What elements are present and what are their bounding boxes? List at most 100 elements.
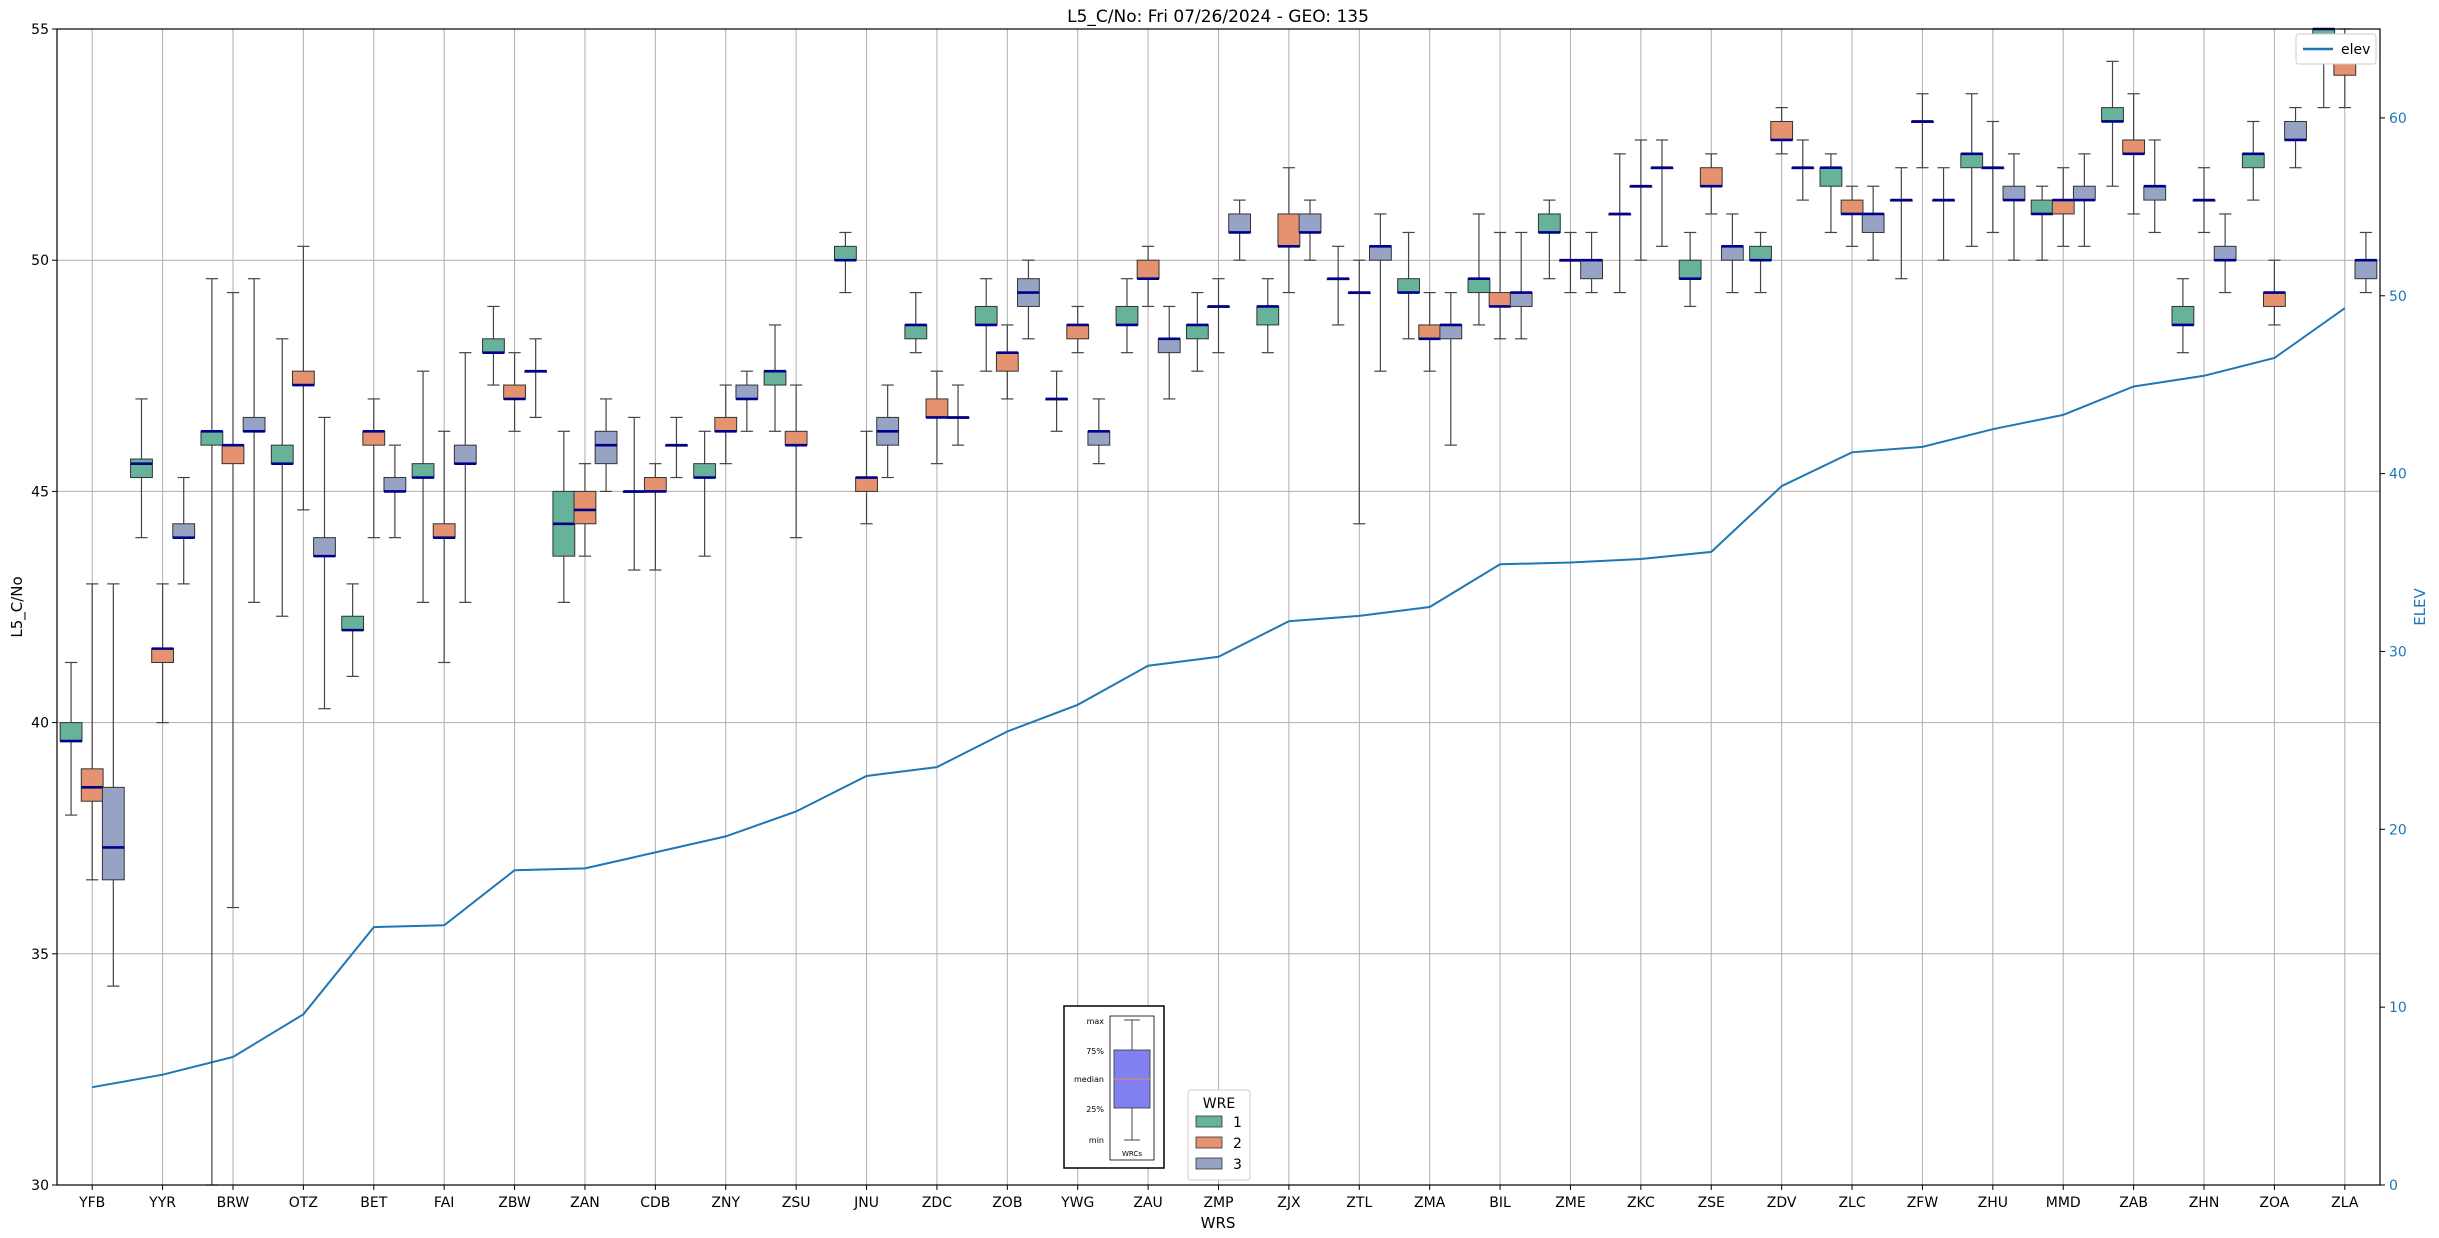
box-iqr [503, 384, 526, 400]
x-tick-label: ZNY [711, 1195, 740, 1211]
box-iqr [482, 338, 505, 354]
x-tick-label: ZOA [2259, 1195, 2289, 1211]
box-iqr [1819, 167, 1843, 187]
x-tick-label: ZDV [1767, 1195, 1797, 1211]
box-iqr [341, 615, 365, 631]
box-iqr [151, 648, 175, 663]
wre-legend-frame [1187, 1089, 1251, 1181]
chart-title: L5_C/No: Fri 07/26/2024 - GEO: 135 [1067, 7, 1369, 27]
box-iqr [1488, 292, 1512, 307]
box-iqr [855, 477, 878, 492]
y2-axis-label: ELEV [2411, 587, 2429, 625]
box-iqr [1439, 324, 1463, 340]
x-tick-label: ZME [1555, 1195, 1586, 1211]
x-tick-label: JNU [853, 1195, 879, 1211]
box-iqr [1840, 199, 1864, 215]
x-tick-label: YWG [1060, 1195, 1094, 1211]
box-iqr [1749, 245, 1772, 261]
wre-legend: WRE 1 2 3 [1187, 1089, 1251, 1181]
y-tick-label: 55 [31, 22, 49, 38]
x-tick-label: ZTL [1346, 1195, 1372, 1211]
box-iqr [411, 463, 435, 479]
box-iqr [1066, 324, 1090, 340]
box-iqr [1185, 324, 1209, 340]
wre-legend-label-1: 1 [1233, 1115, 1242, 1131]
box-key: max 75% median 25% min WRCs [1063, 1005, 1165, 1169]
x-tick-label: YYR [148, 1195, 176, 1211]
box-iqr [2171, 305, 2195, 326]
wre-legend-swatch-1 [1195, 1115, 1223, 1128]
box-iqr [2262, 292, 2286, 307]
y2-tick-label: 20 [2389, 822, 2407, 838]
box-iqr [1509, 292, 1533, 307]
box-iqr [1720, 245, 1744, 261]
box-iqr [763, 370, 787, 386]
box-iqr [2284, 120, 2307, 141]
x-tick-label: ZMP [1203, 1195, 1233, 1211]
box-iqr [1537, 213, 1561, 233]
box-iqr [2002, 185, 2026, 201]
box-iqr [904, 324, 928, 340]
axis-layer: YFB YYR BRW OTZ BET FAI ZBW ZAN CDB ZNY ZSU JNU ZDC Z… [31, 22, 2407, 1211]
box-iqr [2241, 153, 2265, 169]
elev-legend: elev [2295, 33, 2377, 65]
box-iqr [1770, 120, 1794, 141]
box-iqr [995, 352, 1019, 372]
box-iqr [1699, 167, 1723, 187]
box-iqr [1397, 278, 1420, 294]
x-tick-label: ZHN [2189, 1195, 2220, 1211]
x-tick-label: MMD [2046, 1195, 2081, 1211]
box-iqr [834, 245, 857, 261]
box-key-label-min: min [1089, 1136, 1104, 1145]
box-iqr [313, 537, 336, 557]
y-axis-label: L5_C/No [8, 576, 27, 637]
box-iqr [784, 430, 808, 446]
box-iqr [453, 444, 477, 465]
elev-line-layer [92, 307, 2346, 1089]
box-iqr [925, 398, 949, 418]
box-iqr [1418, 324, 1442, 340]
wre-legend-label-3: 3 [1233, 1157, 1242, 1173]
box-iqr [735, 384, 759, 400]
box-iqr [200, 430, 224, 446]
box-key-label-q1: 25% [1086, 1105, 1104, 1114]
box-key-label-q3: 75% [1086, 1047, 1104, 1056]
y2-tick-label: 10 [2389, 1000, 2407, 1016]
box-iqr [2213, 245, 2237, 261]
x-tick-label: FAI [434, 1195, 454, 1211]
x-tick-label: ZLA [2331, 1195, 2359, 1211]
box-iqr [2072, 185, 2096, 201]
wre-legend-swatch-2 [1195, 1136, 1223, 1149]
y2-tick-label: 0 [2389, 1178, 2398, 1194]
box-iqr [1298, 213, 1322, 233]
x-tick-label: ZLC [1838, 1195, 1865, 1211]
box-iqr [291, 370, 315, 386]
x-tick-label: YFB [78, 1195, 105, 1211]
box-iqr [693, 463, 717, 479]
x-tick-label: ZJX [1277, 1195, 1301, 1211]
y2-tick-label: 50 [2389, 289, 2407, 305]
y-tick-label: 50 [31, 253, 49, 269]
x-tick-label: ZAU [1133, 1195, 1162, 1211]
y-tick-label: 40 [31, 716, 49, 732]
x-tick-label: ZMA [1414, 1195, 1446, 1211]
box-iqr [1960, 153, 1984, 169]
box-layer [59, 27, 2378, 1186]
box-key-inner-frame [1109, 1015, 1155, 1161]
box-iqr [1087, 430, 1111, 446]
box-iqr [1228, 213, 1252, 233]
box-iqr [1256, 305, 1280, 326]
box-iqr [1368, 245, 1392, 261]
box-iqr [172, 523, 196, 539]
box-iqr [59, 722, 83, 742]
x-tick-label: ZAB [2119, 1195, 2148, 1211]
box-iqr [101, 786, 125, 881]
box-iqr [221, 444, 245, 465]
y-tick-label: 35 [31, 947, 49, 963]
x-tick-label: ZBW [498, 1195, 531, 1211]
x-tick-label: BIL [1489, 1195, 1511, 1211]
x-tick-label: CDB [640, 1195, 670, 1211]
box-iqr [383, 477, 407, 492]
x-tick-label: ZOB [992, 1195, 1022, 1211]
